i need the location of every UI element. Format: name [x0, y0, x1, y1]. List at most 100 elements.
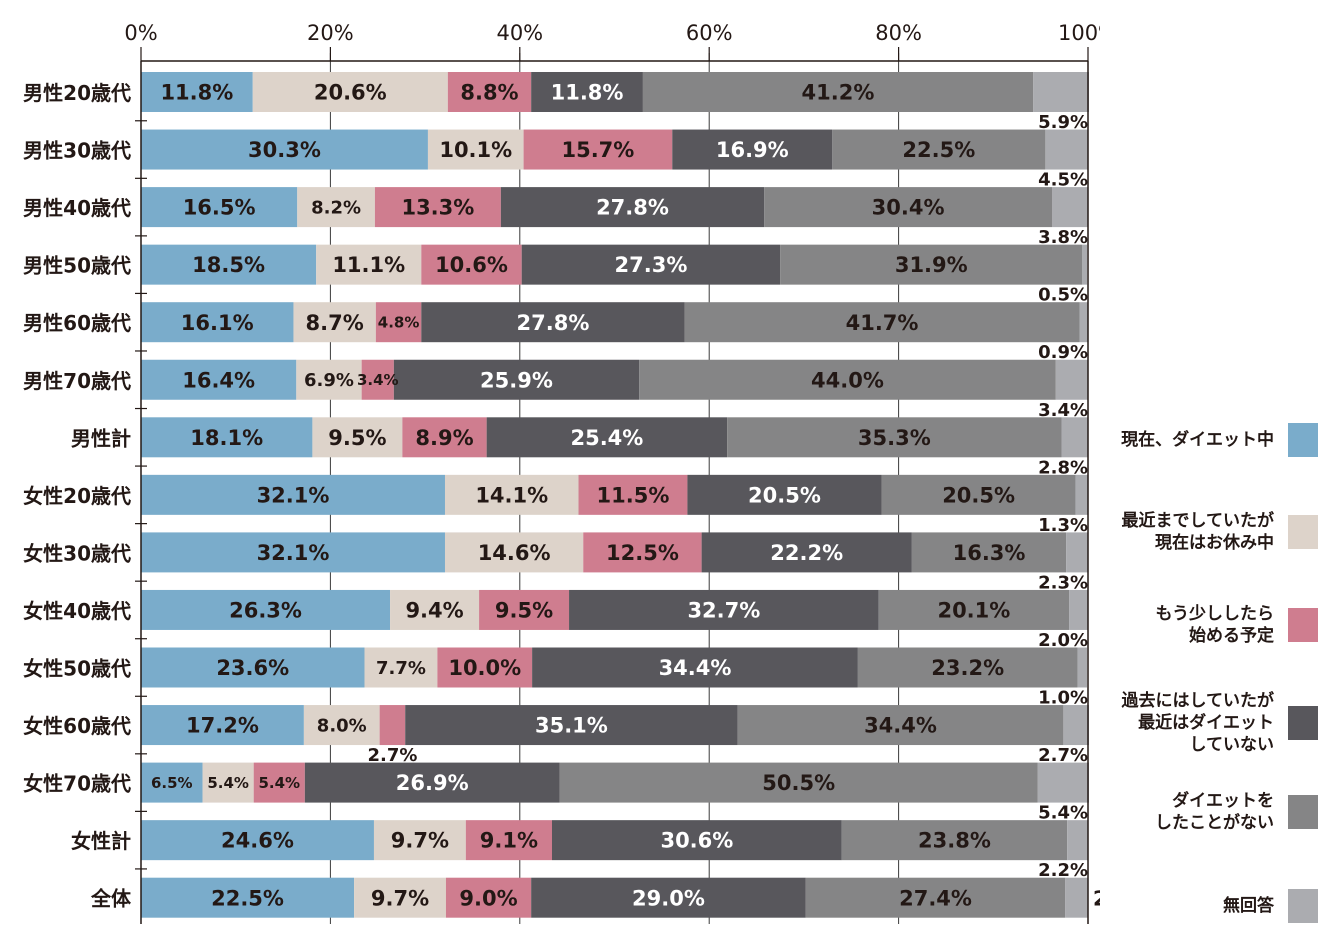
- category-label: 男性20歳代: [23, 81, 131, 105]
- bar-segment: [1063, 705, 1089, 746]
- data-label: 34.4%: [864, 714, 937, 738]
- legend-item: 過去にはしていたが 最近はダイエット していない: [1100, 690, 1318, 756]
- data-label: 17.2%: [186, 714, 259, 738]
- data-label: 35.3%: [858, 426, 931, 450]
- bar-segment: [500, 187, 765, 228]
- bar-segment: [296, 359, 362, 400]
- stacked-bar-chart: 0% 20% 40% 60% 80% 100% 11.8% 20.6% 8.8% 11.8% 41…: [23, 21, 1100, 924]
- legend-item: ダイエットを したことがない: [1100, 790, 1318, 834]
- data-label: 18.1%: [190, 426, 263, 450]
- data-label: 41.2%: [802, 81, 875, 105]
- data-label: 6.9%: [304, 370, 354, 391]
- bar-segment: [1067, 820, 1088, 861]
- bar-segment: [642, 72, 1034, 112]
- category-labels: 男性20歳代男性30歳代男性40歳代男性50歳代男性60歳代男性70歳代男性計女…: [23, 81, 132, 911]
- bar-segment: [780, 244, 1083, 285]
- data-label: 8.7%: [306, 311, 364, 335]
- bar-segment: [523, 129, 673, 170]
- bar-segment: [672, 129, 833, 170]
- data-label: 35.1%: [535, 714, 608, 738]
- bar-segment: [437, 647, 533, 688]
- data-label: 5.9%: [1038, 112, 1088, 133]
- data-label: 9.7%: [391, 829, 449, 853]
- data-label: 32.1%: [257, 541, 330, 565]
- bar-segment: [141, 705, 304, 746]
- data-label: 9.7%: [371, 886, 429, 910]
- data-label: 9.1%: [480, 829, 538, 853]
- bar-segment: [316, 244, 422, 285]
- data-label: 9.4%: [405, 599, 463, 623]
- data-label: 14.6%: [478, 541, 551, 565]
- data-label: 30.6%: [660, 829, 733, 853]
- bar-segment: [390, 589, 480, 630]
- data-label: 10.6%: [435, 253, 508, 277]
- x-tick-label: 60%: [686, 21, 733, 45]
- bar-segment: [405, 705, 738, 746]
- legend-label: もう少ししたら 始める予定: [1155, 604, 1275, 646]
- bar-segment: [141, 359, 297, 400]
- data-label: 16.5%: [183, 196, 256, 220]
- bar-segment: [1066, 532, 1088, 573]
- x-tick-label: 20%: [307, 21, 354, 45]
- data-label: 3.8%: [1038, 227, 1088, 248]
- data-label: 16.9%: [716, 138, 789, 162]
- bar-segment: [141, 877, 355, 918]
- legend-item: 無回答: [1100, 889, 1318, 923]
- bar-segment: [141, 532, 445, 573]
- bar-segment: [1061, 417, 1088, 458]
- category-label: 全体: [90, 887, 132, 911]
- data-label: 23.8%: [918, 829, 991, 853]
- bar-segment: [141, 129, 428, 170]
- data-label: 0.5%: [1038, 285, 1088, 306]
- legend-swatch: [1288, 889, 1318, 923]
- data-label: 23.6%: [216, 656, 289, 680]
- data-label: 29.0%: [632, 886, 705, 910]
- bar-segment: [465, 820, 552, 861]
- x-tick-label: 0%: [124, 21, 157, 45]
- data-label: 3.4%: [1038, 400, 1088, 421]
- bar-segments: [141, 72, 1089, 918]
- data-label: 50.5%: [762, 771, 835, 795]
- bar-segment: [531, 72, 643, 112]
- bar-segment: [364, 647, 438, 688]
- data-label: 9.5%: [328, 426, 386, 450]
- legend-label: 過去にはしていたが 最近はダイエット していない: [1121, 691, 1275, 755]
- data-label: 8.2%: [311, 198, 361, 219]
- bar-segment: [727, 417, 1062, 458]
- data-label: 16.3%: [953, 541, 1026, 565]
- category-label: 女性30歳代: [23, 541, 131, 565]
- bar-segment: [551, 820, 842, 861]
- data-labels: 11.8% 20.6% 8.8% 11.8% 41.2% 5.9% 30.3% 10.1% 15…: [151, 81, 1100, 911]
- data-label: 25.9%: [480, 368, 553, 392]
- data-label: 8.9%: [415, 426, 473, 450]
- data-label: 18.5%: [192, 253, 265, 277]
- bar-segment: [687, 474, 882, 515]
- bar-segment: [583, 532, 702, 573]
- bar-segment: [312, 417, 403, 458]
- bar-segment: [141, 589, 391, 630]
- category-label: 男性60歳代: [23, 311, 131, 335]
- data-label: 10.1%: [439, 138, 512, 162]
- bar-segment: [293, 302, 376, 343]
- bar-segment: [521, 244, 781, 285]
- data-label: 20.5%: [942, 483, 1015, 507]
- bar-segment: [1082, 244, 1088, 285]
- bar-segment: [841, 820, 1068, 861]
- bar-segment: [202, 762, 254, 803]
- data-label: 27.8%: [517, 311, 590, 335]
- x-axis-ticks: 0% 20% 40% 60% 80% 100%: [124, 21, 1100, 61]
- bar-segment: [531, 877, 806, 918]
- data-label: 9.5%: [495, 599, 553, 623]
- data-label: 10.0%: [448, 656, 521, 680]
- bar-segment: [253, 762, 305, 803]
- bar-segment: [857, 647, 1078, 688]
- bar-segment: [141, 762, 203, 803]
- category-label: 女性20歳代: [23, 484, 131, 508]
- data-label: 13.3%: [401, 196, 474, 220]
- data-label: 22.5%: [211, 886, 284, 910]
- bar-segment: [427, 129, 524, 170]
- data-label: 30.3%: [248, 138, 321, 162]
- data-label: 14.1%: [475, 483, 548, 507]
- bar-segment: [445, 877, 532, 918]
- bar-segment: [1055, 359, 1088, 400]
